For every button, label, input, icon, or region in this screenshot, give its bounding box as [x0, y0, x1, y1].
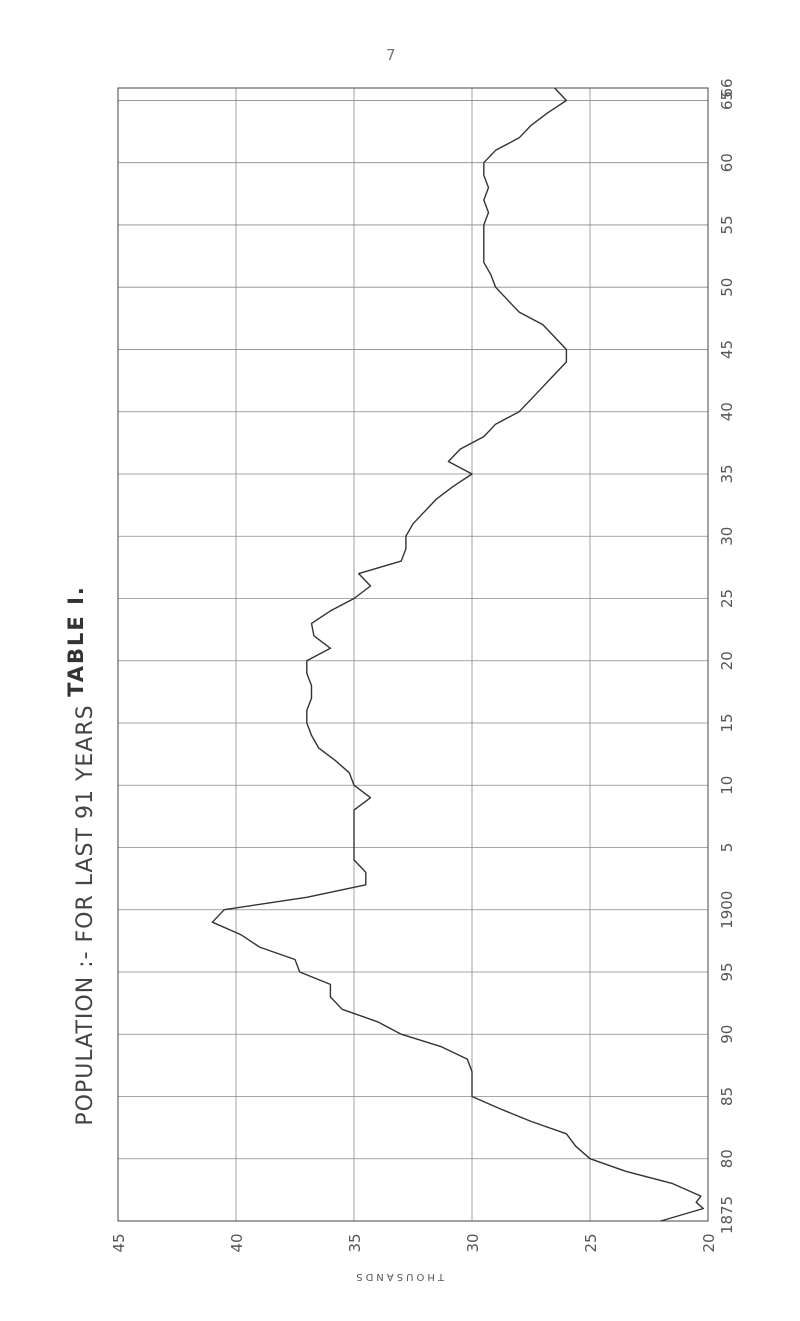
year-tick-label: 40 [718, 402, 736, 421]
value-tick-label: 40 [228, 1233, 246, 1252]
value-tick-label: 35 [346, 1233, 364, 1252]
year-tick-label: 90 [718, 1025, 736, 1044]
value-tick-label: 45 [110, 1233, 128, 1252]
year-tick-label: 10 [718, 776, 736, 795]
grid [118, 88, 708, 1221]
value-tick-label: 20 [700, 1233, 718, 1252]
year-tick-label: 20 [718, 651, 736, 670]
value-tick-label: 25 [582, 1233, 600, 1252]
year-tick-label: 65 [718, 91, 736, 110]
year-tick-label: 85 [718, 1087, 736, 1106]
year-tick-label: 35 [718, 464, 736, 483]
plot-frame [117, 87, 709, 1222]
population-series-line [211, 87, 704, 1222]
year-tick-label: 66 [718, 78, 736, 97]
year-tick-label: 5 [718, 843, 736, 853]
year-tick-label: 60 [718, 153, 736, 172]
tick-labels: 45 40 35 30 25 201875808590951900510152025303… [110, 78, 736, 1252]
year-tick-label: 30 [718, 527, 736, 546]
page-number: 7 [386, 46, 396, 64]
year-tick-label: 1900 [718, 891, 736, 929]
year-tick-label: 15 [718, 713, 736, 732]
year-tick-label: 55 [718, 215, 736, 234]
year-tick-label: 50 [718, 278, 736, 297]
value-tick-label: 30 [464, 1233, 482, 1252]
year-tick-label: 25 [718, 589, 736, 608]
year-tick-label: 95 [718, 962, 736, 981]
year-tick-label: 45 [718, 340, 736, 359]
year-tick-label: 80 [718, 1149, 736, 1168]
year-tick-label: 1875 [718, 1196, 736, 1234]
